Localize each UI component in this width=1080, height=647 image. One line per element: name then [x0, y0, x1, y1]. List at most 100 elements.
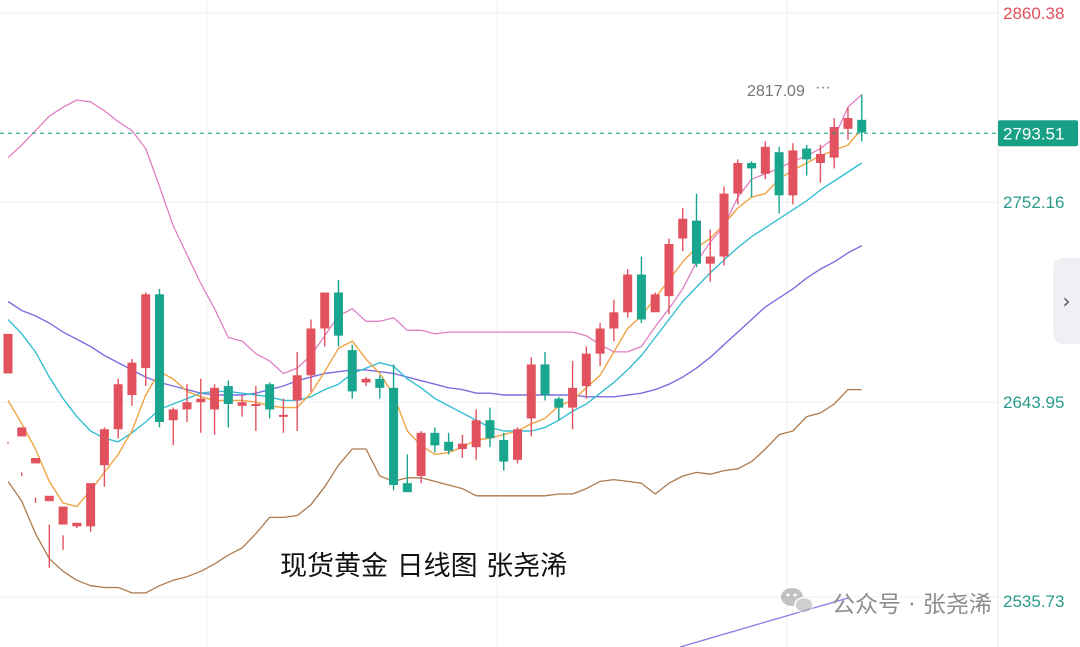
candle-body [540, 364, 550, 396]
chevron-right-icon[interactable]: › [1053, 258, 1080, 344]
candle-body [210, 387, 220, 410]
candle [843, 107, 853, 140]
candle-body [3, 333, 13, 374]
y-tick-label: 2860.38 [1003, 4, 1064, 23]
candle [402, 454, 412, 493]
candle [347, 344, 357, 399]
candle-body [44, 495, 54, 502]
candle [444, 432, 454, 455]
watermark-text: 公众号 · 张尧浠 [832, 592, 992, 618]
candle [678, 207, 688, 252]
candle [389, 364, 399, 491]
candle [361, 377, 371, 387]
candle-body [650, 294, 660, 313]
candle [223, 380, 233, 428]
candle-body [815, 153, 825, 163]
watermark: 公众号 · 张尧浠 [781, 588, 992, 618]
candle [568, 360, 578, 430]
candle-body [512, 429, 522, 460]
candle [86, 483, 96, 532]
candle [210, 384, 220, 435]
candle-body [278, 414, 288, 417]
candle-body [636, 274, 646, 320]
high-price-label: 2817.09 [747, 83, 805, 100]
candle-body [457, 443, 467, 450]
candle-body [568, 387, 578, 408]
candle-body [581, 353, 591, 387]
candle [416, 431, 426, 484]
candle-body [857, 119, 867, 133]
candle [127, 359, 137, 406]
bollinger-lower-line [7, 388, 862, 594]
candle [3, 333, 13, 444]
candle-body [485, 420, 495, 439]
candle-body [292, 375, 302, 401]
candle [278, 398, 288, 433]
candle-body [168, 409, 178, 421]
annotations: 2817.09 ··· [0, 79, 998, 134]
chart-caption: 现货黄金 日线图 张尧浠 [280, 551, 567, 582]
candle [375, 375, 385, 399]
candle [499, 432, 509, 471]
ma-long-line [7, 245, 863, 398]
moving-averages [7, 128, 863, 647]
candle-body [196, 398, 206, 403]
candle-body [72, 522, 82, 527]
current-price-tag [998, 120, 1078, 147]
candle [72, 522, 82, 529]
candle [58, 506, 68, 550]
candle-body [430, 432, 440, 446]
y-tick-label: 2643.95 [1003, 393, 1064, 412]
candle-body [733, 162, 743, 194]
candle-body [58, 506, 68, 525]
candle-body [99, 429, 109, 466]
bollinger-bands [7, 94, 863, 594]
candle-body [623, 274, 633, 313]
candle-body [843, 118, 853, 129]
candle-body [306, 328, 316, 376]
y-tick-label: 2535.73 [1003, 592, 1064, 611]
candle-body [141, 294, 151, 369]
candle-body [705, 256, 715, 264]
candle-body [664, 243, 674, 297]
candle [168, 407, 178, 446]
candle [719, 186, 729, 266]
candle [636, 256, 646, 324]
ma-short-line [7, 128, 863, 508]
candle [154, 288, 164, 428]
candle-body [320, 292, 330, 329]
current-price-value: 2793.51 [1003, 124, 1064, 143]
ma-extra-line [679, 597, 849, 647]
candle [623, 269, 633, 318]
candle-body [692, 220, 701, 264]
candle [265, 382, 275, 419]
candle [196, 378, 206, 433]
candle [705, 229, 715, 282]
candle [664, 238, 674, 315]
candle-body [554, 398, 564, 408]
candle-body [154, 294, 164, 423]
candle-body [595, 328, 605, 354]
candle [760, 141, 770, 180]
candle-body [361, 378, 371, 383]
y-axis: 2860.38 2752.16 2643.95 2535.73 2793.51 [998, 4, 1078, 611]
candle-body [416, 432, 426, 476]
candle [237, 395, 247, 417]
candle [320, 292, 330, 347]
candle [512, 427, 522, 464]
candle [692, 193, 701, 268]
candle [650, 292, 660, 313]
candle [333, 279, 343, 347]
candle-body [223, 386, 233, 405]
candle-body [774, 152, 784, 196]
candle-body [251, 404, 261, 407]
candle [251, 386, 261, 432]
candle [609, 299, 619, 342]
candle [182, 384, 192, 423]
candle-body [526, 364, 536, 419]
candle-body [719, 193, 729, 257]
candle-body [265, 384, 275, 410]
candle [581, 346, 591, 399]
